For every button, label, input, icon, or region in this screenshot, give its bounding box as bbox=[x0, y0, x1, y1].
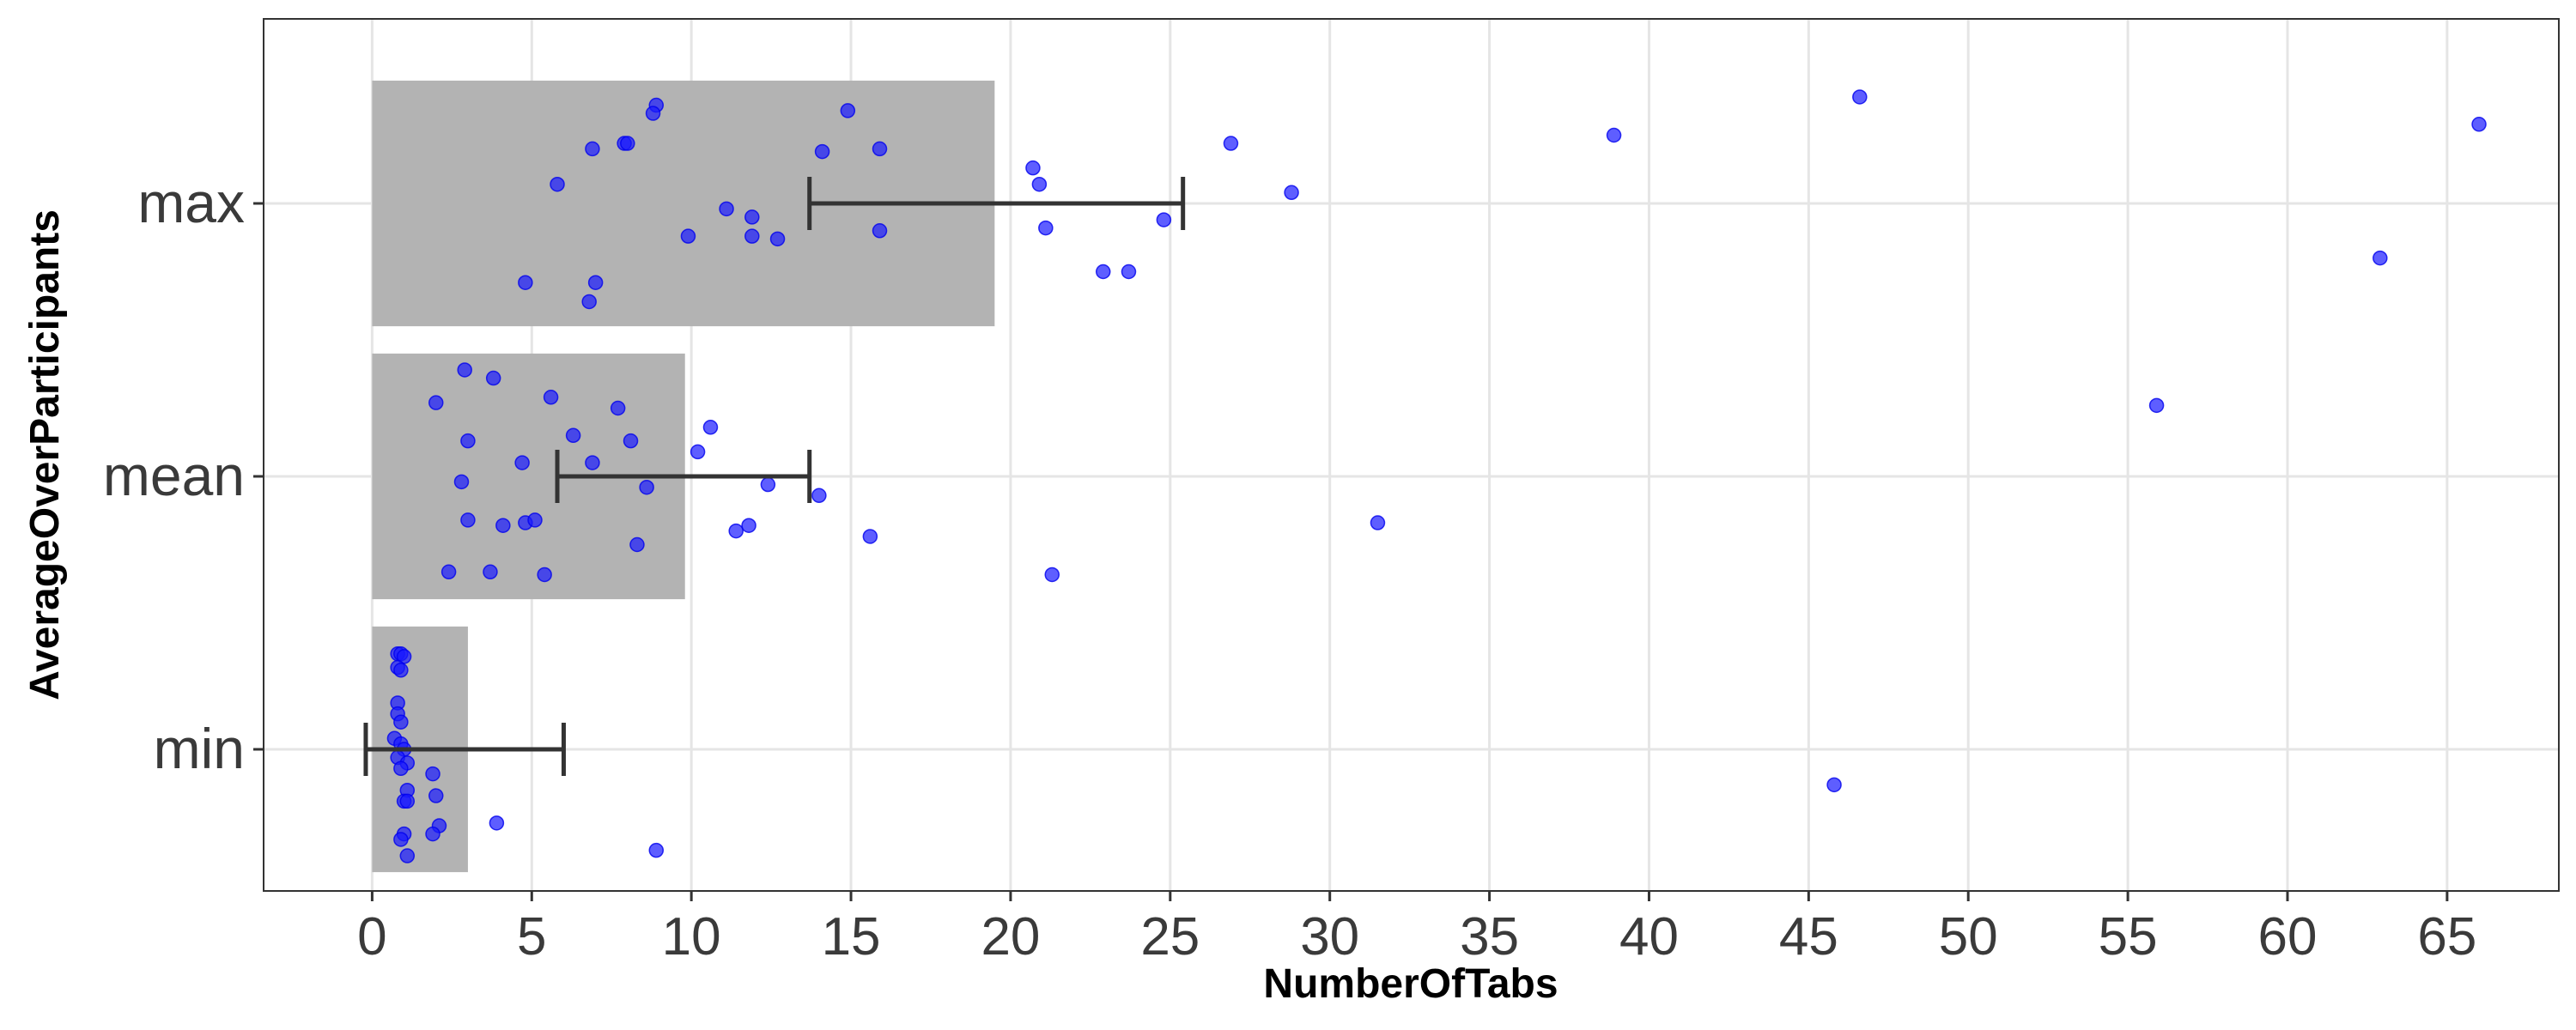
x-tick-labels: 0 5 10 15 20 25 30 35 40 45 50 55 60 65 bbox=[357, 907, 2476, 966]
axis-ticks bbox=[253, 202, 2449, 901]
data-point bbox=[393, 663, 409, 678]
error-bar-max bbox=[807, 177, 1186, 230]
data-point bbox=[728, 523, 744, 539]
data-point bbox=[744, 209, 760, 225]
data-point bbox=[440, 564, 457, 580]
data-point bbox=[741, 518, 756, 533]
data-point bbox=[460, 433, 476, 449]
data-point bbox=[811, 488, 827, 504]
data-point bbox=[648, 842, 665, 858]
x-tick-label: 30 bbox=[1300, 907, 1359, 966]
data-point bbox=[587, 275, 604, 290]
y-tick-label: mean bbox=[103, 444, 245, 507]
data-point bbox=[623, 433, 639, 449]
error-bar-min bbox=[363, 723, 566, 776]
data-point bbox=[872, 141, 888, 157]
error-bars bbox=[363, 177, 1186, 776]
data-point bbox=[581, 294, 597, 310]
data-point bbox=[620, 136, 635, 151]
x-tick-label: 50 bbox=[1939, 907, 1998, 966]
data-point bbox=[719, 201, 734, 217]
data-point bbox=[425, 766, 440, 782]
data-point bbox=[489, 815, 505, 831]
data-point bbox=[425, 826, 440, 842]
data-point bbox=[495, 518, 511, 533]
data-point bbox=[565, 427, 581, 444]
data-point bbox=[483, 564, 498, 580]
x-tick-label: 25 bbox=[1140, 907, 1200, 966]
y-tick-label: min bbox=[154, 717, 245, 780]
data-point bbox=[690, 444, 706, 460]
data-point bbox=[1370, 515, 1386, 530]
x-tick-label: 20 bbox=[981, 907, 1040, 966]
data-point bbox=[1606, 127, 1622, 143]
y-axis-title: AverageOverParticipants bbox=[22, 209, 68, 700]
data-point bbox=[399, 848, 416, 863]
data-point bbox=[1284, 185, 1299, 201]
x-tick-label: 40 bbox=[1619, 907, 1679, 966]
data-point bbox=[399, 793, 416, 809]
data-point bbox=[862, 529, 878, 544]
data-point bbox=[393, 714, 409, 730]
data-point bbox=[1852, 89, 1868, 105]
data-point bbox=[393, 832, 409, 847]
data-point bbox=[527, 512, 543, 528]
data-point bbox=[840, 103, 856, 118]
data-point bbox=[585, 455, 600, 470]
data-point bbox=[1031, 176, 1048, 192]
data-point bbox=[585, 141, 600, 157]
panel-border bbox=[263, 18, 2560, 892]
data-point bbox=[610, 400, 626, 416]
data-point bbox=[393, 760, 409, 777]
data-point bbox=[1223, 136, 1239, 151]
data-point bbox=[2372, 250, 2388, 266]
data-point bbox=[518, 275, 533, 290]
data-point bbox=[760, 476, 776, 493]
data-point bbox=[1156, 212, 1172, 227]
points bbox=[386, 89, 2487, 863]
data-point bbox=[428, 788, 444, 803]
data-point bbox=[744, 228, 760, 244]
data-point bbox=[2471, 117, 2487, 132]
data-point bbox=[453, 474, 470, 490]
x-tick-label: 5 bbox=[517, 907, 546, 966]
data-point bbox=[769, 231, 786, 247]
x-tick-label: 45 bbox=[1779, 907, 1838, 966]
bars bbox=[372, 80, 995, 873]
data-point bbox=[680, 228, 696, 244]
y-tick-label: max bbox=[137, 171, 245, 234]
x-tick-label: 35 bbox=[1460, 907, 1519, 966]
data-point bbox=[645, 106, 661, 121]
data-point bbox=[1826, 777, 1842, 793]
data-point bbox=[639, 479, 654, 495]
x-axis-title: NumberOfTabs bbox=[1263, 961, 1558, 1007]
data-point bbox=[457, 362, 472, 378]
data-point bbox=[1044, 566, 1060, 583]
data-point bbox=[1025, 160, 1041, 176]
data-point bbox=[460, 512, 476, 528]
x-tick-label: 60 bbox=[2258, 907, 2318, 966]
x-tick-label: 15 bbox=[822, 907, 881, 966]
data-point bbox=[872, 223, 888, 239]
x-tick-label: 55 bbox=[2099, 907, 2158, 966]
data-point bbox=[514, 455, 530, 470]
data-point bbox=[2148, 397, 2165, 414]
y-tick-labels: min mean max bbox=[103, 171, 245, 780]
x-tick-label: 0 bbox=[357, 907, 386, 966]
error-bar-mean bbox=[555, 450, 812, 503]
x-tick-label: 65 bbox=[2417, 907, 2476, 966]
data-point bbox=[1095, 264, 1111, 280]
data-point bbox=[537, 566, 552, 583]
data-point bbox=[702, 420, 719, 435]
data-point bbox=[485, 370, 501, 386]
data-point bbox=[1038, 220, 1054, 236]
data-point bbox=[550, 176, 565, 192]
data-point bbox=[428, 395, 444, 410]
data-point bbox=[814, 143, 830, 160]
data-point bbox=[629, 536, 645, 553]
data-point bbox=[543, 390, 559, 405]
data-point bbox=[1121, 264, 1137, 280]
x-tick-label: 10 bbox=[662, 907, 721, 966]
